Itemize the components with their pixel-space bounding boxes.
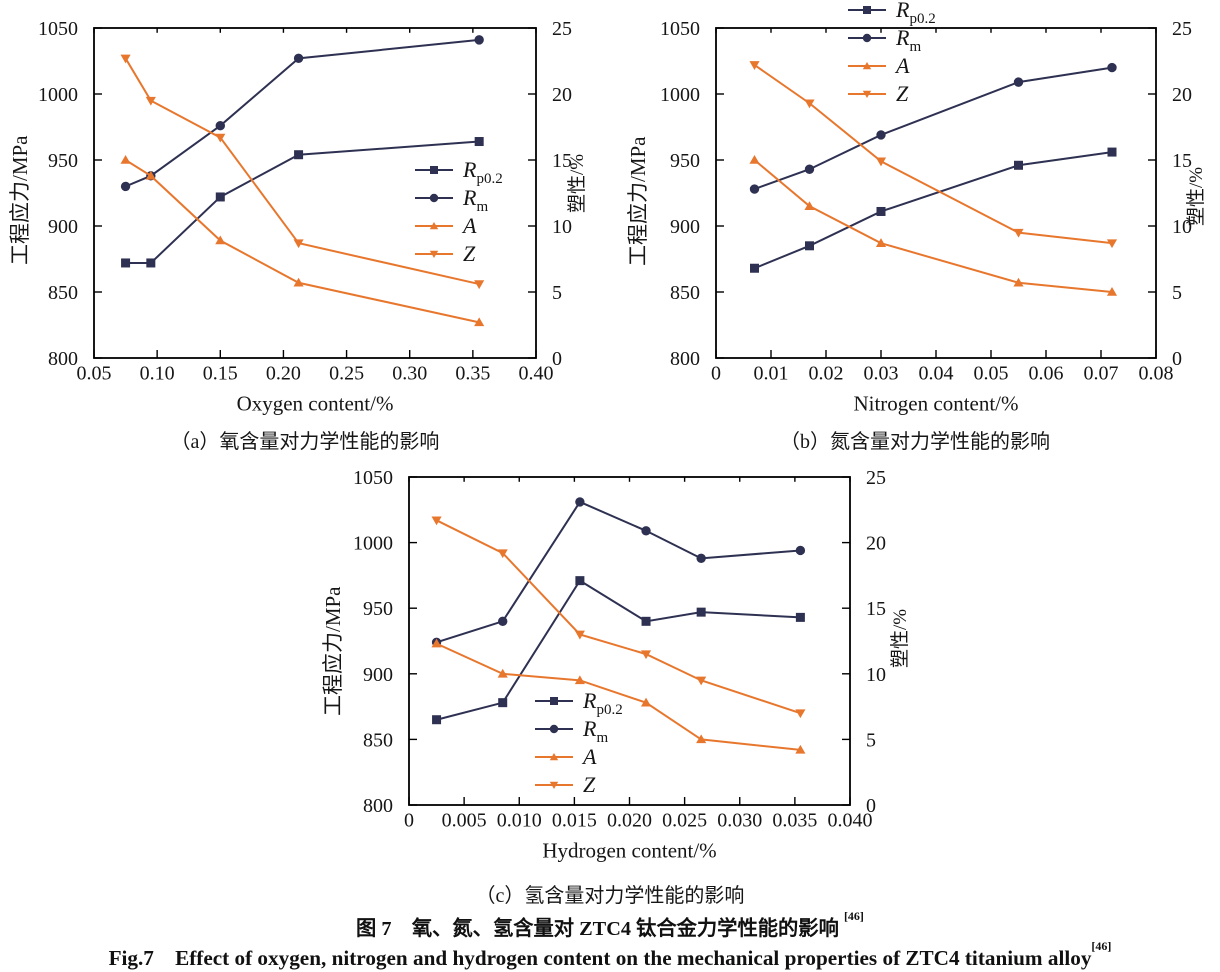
svg-text:Oxygen content/%: Oxygen content/% [237,392,394,416]
svg-text:0: 0 [552,348,562,370]
svg-text:Rp0.2: Rp0.2 [462,157,503,187]
svg-text:800: 800 [363,795,393,817]
svg-text:0.08: 0.08 [1139,363,1174,385]
svg-text:850: 850 [670,282,700,304]
svg-text:1050: 1050 [353,467,393,489]
svg-text:20: 20 [552,84,572,106]
svg-text:0.015: 0.015 [552,810,597,832]
svg-text:10: 10 [552,216,572,238]
svg-text:15: 15 [866,598,886,620]
svg-text:Rm: Rm [582,716,608,746]
svg-text:0.01: 0.01 [754,363,789,385]
svg-text:0.025: 0.025 [662,810,707,832]
svg-text:0.02: 0.02 [809,363,844,385]
svg-text:900: 900 [670,216,700,238]
svg-text:850: 850 [363,729,393,751]
svg-text:1000: 1000 [660,84,700,106]
svg-text:Nitrogen content/%: Nitrogen content/% [853,392,1018,416]
svg-text:0.005: 0.005 [442,810,487,832]
svg-text:5: 5 [866,729,876,751]
svg-text:1050: 1050 [660,18,700,40]
svg-text:950: 950 [363,598,393,620]
svg-text:1050: 1050 [38,18,78,40]
svg-text:25: 25 [1172,18,1192,40]
svg-text:1000: 1000 [353,533,393,555]
svg-text:900: 900 [48,216,78,238]
svg-text:0.05: 0.05 [77,363,112,385]
svg-text:Rp0.2: Rp0.2 [895,0,936,27]
svg-text:0.40: 0.40 [519,363,554,385]
svg-text:10: 10 [866,664,886,686]
svg-text:0: 0 [404,810,414,832]
svg-text:0.07: 0.07 [1084,363,1119,385]
svg-text:Hydrogen content/%: Hydrogen content/% [542,839,716,863]
svg-text:20: 20 [866,533,886,555]
svg-text:0: 0 [711,363,721,385]
svg-text:Z: Z [583,772,596,797]
svg-text:0.25: 0.25 [329,363,364,385]
svg-text:0.15: 0.15 [203,363,238,385]
svg-text:0.020: 0.020 [607,810,652,832]
svg-text:Rm: Rm [895,25,921,55]
svg-text:0: 0 [866,795,876,817]
svg-text:950: 950 [670,150,700,172]
svg-text:5: 5 [552,282,562,304]
svg-text:0.05: 0.05 [974,363,1009,385]
svg-text:0.30: 0.30 [392,363,427,385]
svg-text:Rm: Rm [462,185,488,215]
svg-text:5: 5 [1172,282,1182,304]
svg-text:0: 0 [1172,348,1182,370]
svg-text:850: 850 [48,282,78,304]
svg-text:1000: 1000 [38,84,78,106]
svg-text:0.20: 0.20 [266,363,301,385]
svg-text:20: 20 [1172,84,1192,106]
svg-text:Z: Z [896,81,909,106]
svg-text:Z: Z [463,241,476,266]
svg-text:A: A [894,53,910,78]
svg-text:25: 25 [552,18,572,40]
svg-text:0.030: 0.030 [717,810,762,832]
svg-text:800: 800 [670,348,700,370]
svg-text:0.06: 0.06 [1029,363,1064,385]
svg-text:A: A [581,744,597,769]
svg-text:950: 950 [48,150,78,172]
svg-text:0.035: 0.035 [772,810,817,832]
svg-text:900: 900 [363,664,393,686]
svg-text:0.04: 0.04 [919,363,954,385]
svg-text:0.010: 0.010 [497,810,542,832]
svg-text:0.10: 0.10 [140,363,175,385]
svg-text:0.03: 0.03 [864,363,899,385]
svg-text:800: 800 [48,348,78,370]
svg-text:0.35: 0.35 [455,363,490,385]
svg-text:A: A [461,213,477,238]
svg-text:25: 25 [866,467,886,489]
